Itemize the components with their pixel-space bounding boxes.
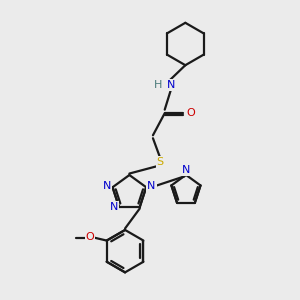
Text: O: O: [85, 232, 94, 242]
Text: O: O: [186, 108, 195, 118]
Text: S: S: [157, 157, 164, 167]
Text: N: N: [103, 181, 112, 191]
Text: N: N: [167, 80, 176, 90]
Text: N: N: [182, 166, 190, 176]
Text: N: N: [147, 181, 156, 191]
Text: H: H: [154, 80, 162, 90]
Text: N: N: [110, 202, 118, 212]
